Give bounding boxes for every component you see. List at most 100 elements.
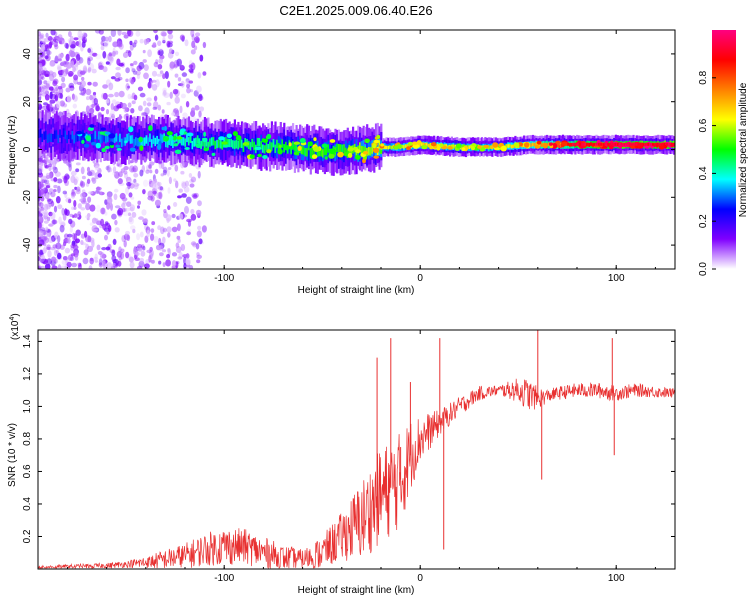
heatmap-ridge-cell bbox=[147, 137, 150, 146]
heatmap-speckle bbox=[161, 109, 165, 114]
heatmap-speckle bbox=[94, 172, 100, 180]
heatmap-ridge-cell bbox=[265, 141, 268, 151]
heatmap-speckle bbox=[114, 219, 118, 226]
snr-multiplier-exp: 4 bbox=[9, 317, 16, 321]
heatmap-speckle bbox=[77, 30, 83, 38]
heatmap-speckle bbox=[89, 94, 93, 101]
heatmap-speckle bbox=[175, 180, 179, 189]
heatmap-speckle bbox=[171, 260, 177, 267]
heatmap-ridge-cell bbox=[276, 141, 279, 159]
heatmap-speckle bbox=[94, 190, 100, 194]
heatmap-ridge-cell bbox=[184, 138, 187, 147]
heatmap-blob bbox=[277, 148, 283, 155]
colorbar: 0.0 0.2 0.4 0.6 0.8 Normalized spectral ampl… bbox=[698, 30, 749, 276]
heatmap-speckle bbox=[186, 83, 191, 89]
heatmap-speckle bbox=[38, 43, 41, 47]
heatmap-ridge-cell bbox=[263, 145, 266, 154]
heatmap-speckle bbox=[38, 197, 41, 202]
heatmap-ridge-cell bbox=[119, 134, 122, 152]
heatmap-speckle bbox=[92, 91, 97, 96]
heatmap-speckle bbox=[185, 101, 190, 108]
heatmap-speckle bbox=[167, 80, 171, 88]
heatmap-core-cell bbox=[611, 142, 614, 146]
heatmap-speckle bbox=[157, 181, 162, 187]
heatmap-speckle bbox=[46, 184, 51, 189]
heatmap-speckle bbox=[140, 250, 146, 257]
heatmap-speckle bbox=[100, 40, 104, 46]
heatmap-speckle bbox=[98, 191, 105, 196]
heatmap-speckle bbox=[197, 225, 202, 231]
heatmap-blob bbox=[523, 142, 530, 148]
heatmap-ridge-cell bbox=[512, 144, 515, 149]
heatmap-speckle bbox=[112, 50, 116, 57]
heatmap-speckle bbox=[101, 247, 107, 251]
heatmap-speckle bbox=[93, 98, 99, 105]
heatmap-ridge-cell bbox=[156, 135, 159, 145]
heatmap-speckle bbox=[168, 48, 174, 54]
colorbar-tick-label: 0.0 bbox=[698, 262, 709, 276]
heatmap-ridge-cell bbox=[38, 129, 41, 138]
heatmap-ridge-cell bbox=[295, 145, 298, 154]
heatmap-ridge-cell bbox=[113, 134, 117, 143]
heatmap-speckle bbox=[68, 163, 72, 172]
heatmap-speckle bbox=[87, 57, 91, 66]
heatmap-speckle bbox=[196, 85, 202, 93]
heatmap-speckle bbox=[61, 40, 66, 45]
heatmap-speckle bbox=[86, 96, 90, 101]
heatmap-speckle bbox=[105, 109, 110, 115]
heatmap-speckle bbox=[75, 238, 80, 244]
heatmap-ridge-cell bbox=[360, 145, 363, 155]
heatmap-speckle bbox=[154, 199, 161, 207]
heatmap-blob bbox=[172, 135, 177, 141]
heatmap-speckle bbox=[68, 31, 72, 37]
heatmap-ridge-cell bbox=[533, 142, 536, 147]
heatmap-ridge-cell bbox=[43, 131, 46, 140]
heatmap-blob bbox=[148, 125, 153, 132]
heatmap-speckle bbox=[70, 170, 77, 176]
heatmap-ridge-cell bbox=[133, 138, 136, 148]
heatmap-ridge-cell bbox=[48, 124, 51, 142]
heatmap-speckle bbox=[167, 33, 174, 40]
heatmap-ridge-cell bbox=[256, 137, 259, 147]
heatmap-speckle bbox=[42, 229, 47, 236]
heatmap-core-cell bbox=[661, 142, 664, 146]
heatmap-ridge-cell bbox=[258, 138, 261, 147]
heatmap-speckle bbox=[73, 37, 79, 41]
heatmap-speckle bbox=[53, 177, 58, 182]
heatmap-core-cell bbox=[647, 142, 650, 146]
heatmap-speckle bbox=[192, 194, 198, 200]
heatmap-blob bbox=[211, 152, 216, 157]
heatmap-ridge-cell bbox=[420, 142, 423, 146]
heatmap-core-cell bbox=[609, 142, 612, 146]
heatmap-speckle bbox=[117, 207, 124, 216]
heatmap-speckle bbox=[109, 56, 114, 62]
heatmap-speckle bbox=[69, 87, 75, 92]
heatmap-speckle bbox=[129, 206, 134, 212]
heatmap-core-cell bbox=[644, 142, 647, 146]
heatmap-speckle bbox=[185, 253, 190, 259]
heatmap-speckle bbox=[127, 85, 131, 89]
heatmap-blob bbox=[288, 146, 294, 150]
heatmap-speckle bbox=[112, 238, 117, 245]
heatmap-speckle bbox=[56, 178, 63, 184]
heatmap-speckle bbox=[71, 206, 75, 211]
heatmap-speckle bbox=[131, 68, 136, 73]
heatmap-ridge-cell bbox=[323, 147, 326, 156]
heatmap-ridge-cell bbox=[468, 145, 471, 149]
heatmap-ridge-cell bbox=[196, 135, 199, 144]
heatmap-blob bbox=[430, 142, 437, 147]
heatmap-ridge-cell bbox=[98, 131, 101, 140]
heatmap-blob bbox=[203, 131, 207, 137]
heatmap-speckle bbox=[190, 49, 196, 55]
heatmap-ridge-cell bbox=[78, 132, 81, 141]
heatmap-speckle bbox=[55, 85, 59, 92]
heatmap-ridge-cell bbox=[341, 144, 344, 153]
heatmap-speckle bbox=[167, 232, 171, 238]
heatmap-speckle bbox=[47, 36, 53, 41]
heatmap-core-cell bbox=[614, 142, 617, 146]
heatmap-speckle bbox=[59, 100, 65, 107]
snr-multiplier-close: ) bbox=[10, 313, 21, 316]
heatmap-speckle bbox=[162, 73, 166, 80]
heatmap-speckle bbox=[114, 78, 121, 82]
heatmap-speckle bbox=[86, 166, 91, 173]
